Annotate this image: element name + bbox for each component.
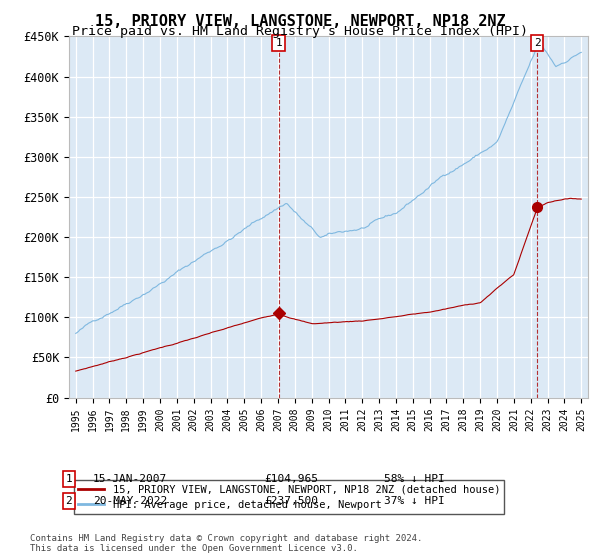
Text: 37% ↓ HPI: 37% ↓ HPI xyxy=(384,496,445,506)
Text: 1: 1 xyxy=(275,38,282,48)
Text: £104,965: £104,965 xyxy=(264,474,318,484)
Text: 1: 1 xyxy=(65,474,73,484)
Text: 58% ↓ HPI: 58% ↓ HPI xyxy=(384,474,445,484)
Text: Price paid vs. HM Land Registry's House Price Index (HPI): Price paid vs. HM Land Registry's House … xyxy=(72,25,528,38)
Text: 20-MAY-2022: 20-MAY-2022 xyxy=(93,496,167,506)
Text: £237,500: £237,500 xyxy=(264,496,318,506)
Text: 15-JAN-2007: 15-JAN-2007 xyxy=(93,474,167,484)
Text: 2: 2 xyxy=(65,496,73,506)
Text: Contains HM Land Registry data © Crown copyright and database right 2024.
This d: Contains HM Land Registry data © Crown c… xyxy=(30,534,422,553)
Text: 15, PRIORY VIEW, LANGSTONE, NEWPORT, NP18 2NZ: 15, PRIORY VIEW, LANGSTONE, NEWPORT, NP1… xyxy=(95,14,505,29)
Legend: 15, PRIORY VIEW, LANGSTONE, NEWPORT, NP18 2NZ (detached house), HPI: Average pri: 15, PRIORY VIEW, LANGSTONE, NEWPORT, NP1… xyxy=(74,480,505,514)
Text: 2: 2 xyxy=(534,38,541,48)
